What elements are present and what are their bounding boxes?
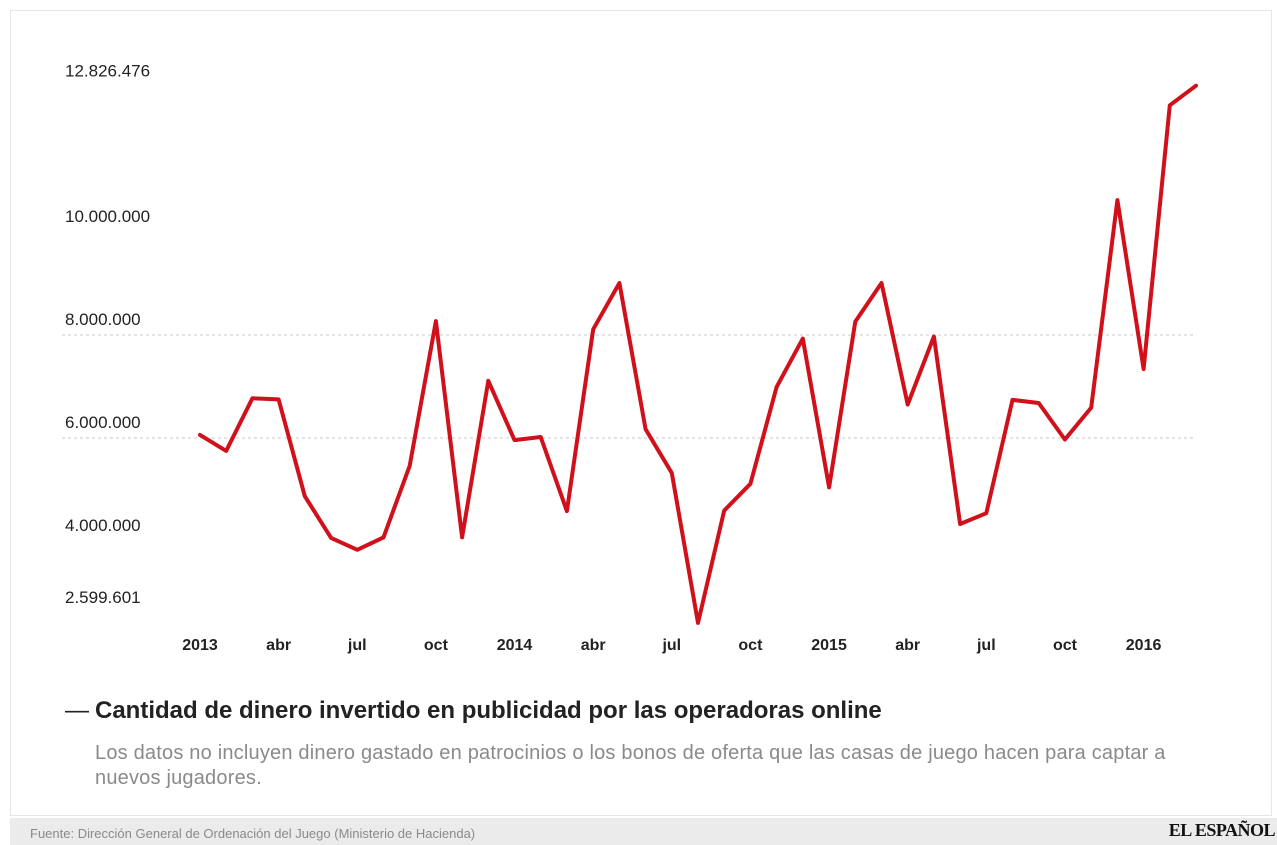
x-tick-label: 2015 (811, 637, 847, 654)
line-chart: 12.826.476 10.000.000 8.000.000 6.000.000 4.… (62, 61, 1198, 654)
x-tick-label: 2016 (1126, 637, 1162, 654)
x-tick-label: oct (424, 637, 449, 654)
y-tick-label: 2.599.601 (65, 588, 141, 607)
y-tick-label: 10.000.000 (65, 207, 150, 226)
y-tick-label: 6.000.000 (65, 413, 141, 432)
legend: — Cantidad de dinero invertido en publici… (65, 697, 882, 725)
x-tick-label: oct (1053, 637, 1078, 654)
x-tick-label: abr (581, 637, 606, 654)
x-tick-label: abr (895, 637, 920, 654)
x-tick-label: 2014 (497, 637, 533, 654)
legend-dash: — (65, 697, 89, 724)
x-tick-label: jul (661, 637, 681, 654)
x-tick-label: jul (347, 637, 367, 654)
legend-label: Cantidad de dinero invertido en publicid… (95, 697, 882, 724)
brand-logo: EL ESPAÑOL (1168, 820, 1276, 840)
x-tick-label: jul (976, 637, 996, 654)
source-text: Fuente: Dirección General de Ordenación … (30, 826, 476, 841)
series-line (198, 83, 1198, 625)
y-tick-label: 12.826.476 (65, 61, 150, 80)
x-tick-label: abr (266, 637, 291, 654)
x-tick-label: oct (738, 637, 763, 654)
x-tick-label: 2013 (182, 637, 218, 654)
y-tick-label: 8.000.000 (65, 310, 141, 329)
chart-note: Los datos no incluyen dinero gastado en … (95, 742, 1166, 789)
footer: Fuente: Dirección General de Ordenación … (10, 818, 1277, 845)
y-tick-label: 4.000.000 (65, 516, 141, 535)
